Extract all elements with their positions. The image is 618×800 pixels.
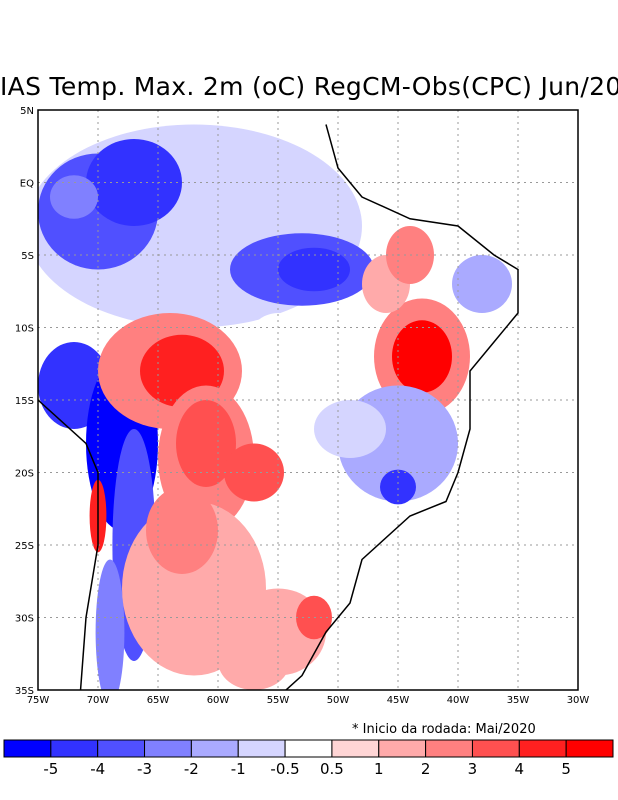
- colorbar: [3, 739, 614, 758]
- coastline: [38, 124, 519, 690]
- lat-label: EQ: [20, 179, 34, 190]
- axis-labels: 75W 70W 65W 60W 55W 50W 45W 40W 35W 30W 5N EQ 5S 10S 1…: [15, 106, 589, 706]
- gridlines: [38, 110, 578, 690]
- lat-label: 35S: [15, 686, 34, 697]
- map-title: IAS Temp. Max. 2m (oC) RegCM-Obs(CPC) Ju…: [0, 72, 618, 101]
- colorbar-label: -1: [230, 760, 246, 778]
- colorbar-label: 3: [467, 760, 478, 778]
- lon-label: 75W: [27, 695, 50, 706]
- colorbar-swatch: [50, 739, 99, 758]
- anomaly-region: [452, 255, 512, 313]
- colorbar-label: 4: [514, 760, 525, 778]
- lon-label: 50W: [327, 695, 350, 706]
- colorbar-label: -4: [90, 760, 106, 778]
- anomaly-region: [380, 469, 416, 505]
- colorbar-swatch: [144, 739, 192, 758]
- anomaly-region: [218, 632, 290, 690]
- lat-label: 30S: [15, 614, 34, 625]
- lat-label: 25S: [15, 541, 34, 552]
- coastline-segment: [38, 399, 99, 690]
- colorbar-swatch: [378, 739, 427, 758]
- lon-label: 70W: [87, 695, 110, 706]
- colorbar-swatch: [284, 739, 333, 758]
- anomaly-region: [278, 247, 350, 292]
- colorbar-swatch: [471, 739, 520, 758]
- colorbar-swatch: [518, 739, 567, 758]
- anomaly-region: [176, 400, 236, 487]
- colorbar-label: -0.5: [270, 760, 300, 778]
- colorbar-swatch: [190, 739, 239, 758]
- anomaly-region: [146, 487, 218, 574]
- colorbar-label: 0.5: [319, 760, 344, 778]
- colorbar-swatch: [97, 739, 146, 758]
- lat-label: 15S: [15, 396, 34, 407]
- lon-label: 40W: [447, 695, 470, 706]
- map-frame: [37, 109, 579, 691]
- lon-label: 65W: [147, 695, 170, 706]
- lat-label: 5S: [21, 251, 34, 262]
- anomaly-region: [95, 559, 125, 690]
- lat-label: 20S: [15, 469, 34, 480]
- colorbar-label: 2: [420, 760, 431, 778]
- colorbar-swatch: [237, 739, 286, 758]
- coastline-segment: [284, 124, 519, 690]
- lat-label: 10S: [15, 324, 34, 335]
- lon-label: 60W: [207, 695, 230, 706]
- colorbar-label: -3: [137, 760, 153, 778]
- colorbar-swatch: [425, 739, 473, 758]
- colorbar-swatch: [565, 739, 614, 758]
- anomaly-region: [392, 320, 452, 393]
- colorbar-swatch: [3, 739, 52, 758]
- lon-label: 35W: [507, 695, 530, 706]
- lon-label: 55W: [267, 695, 290, 706]
- anomaly-field: [38, 110, 578, 690]
- lon-label: 45W: [387, 695, 410, 706]
- anomaly-region: [314, 400, 386, 458]
- anomaly-region: [50, 175, 98, 219]
- lon-label: 30W: [567, 695, 590, 706]
- run-start-note: * Inicio da rodada: Mai/2020: [352, 722, 536, 737]
- colorbar-label: -5: [43, 760, 59, 778]
- colorbar-label: 1: [373, 760, 384, 778]
- colorbar-label: 5: [561, 760, 571, 778]
- lat-label: 5N: [20, 106, 34, 117]
- colorbar-label: -2: [183, 760, 199, 778]
- colorbar-swatch: [331, 739, 380, 758]
